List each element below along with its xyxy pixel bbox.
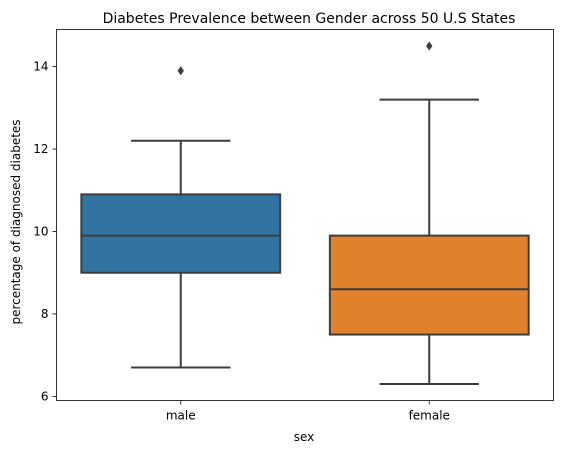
x-axis-label: sex bbox=[294, 430, 315, 444]
box-male bbox=[80, 66, 282, 369]
outlier-marker bbox=[177, 66, 184, 76]
ticks-layer: 6 8 10 12 14 male female bbox=[33, 60, 450, 423]
outlier-marker bbox=[426, 41, 433, 51]
chart-title: Diabetes Prevalence between Gender acros… bbox=[103, 11, 516, 27]
y-tick-label: 8 bbox=[41, 307, 49, 321]
iqr-box bbox=[328, 234, 530, 336]
y-axis-label: percentage of diagnosed diabetes bbox=[9, 119, 23, 324]
plot-frame bbox=[56, 29, 554, 401]
y-tick-label: 12 bbox=[33, 142, 48, 156]
y-tick-label: 10 bbox=[33, 224, 48, 238]
iqr-box bbox=[80, 193, 282, 274]
y-tick-label: 14 bbox=[33, 60, 48, 74]
x-tick-label: male bbox=[166, 409, 196, 423]
box-female bbox=[328, 41, 530, 386]
x-tick-label: female bbox=[409, 409, 450, 423]
y-tick-label: 6 bbox=[41, 389, 49, 403]
boxes-layer bbox=[80, 41, 530, 386]
